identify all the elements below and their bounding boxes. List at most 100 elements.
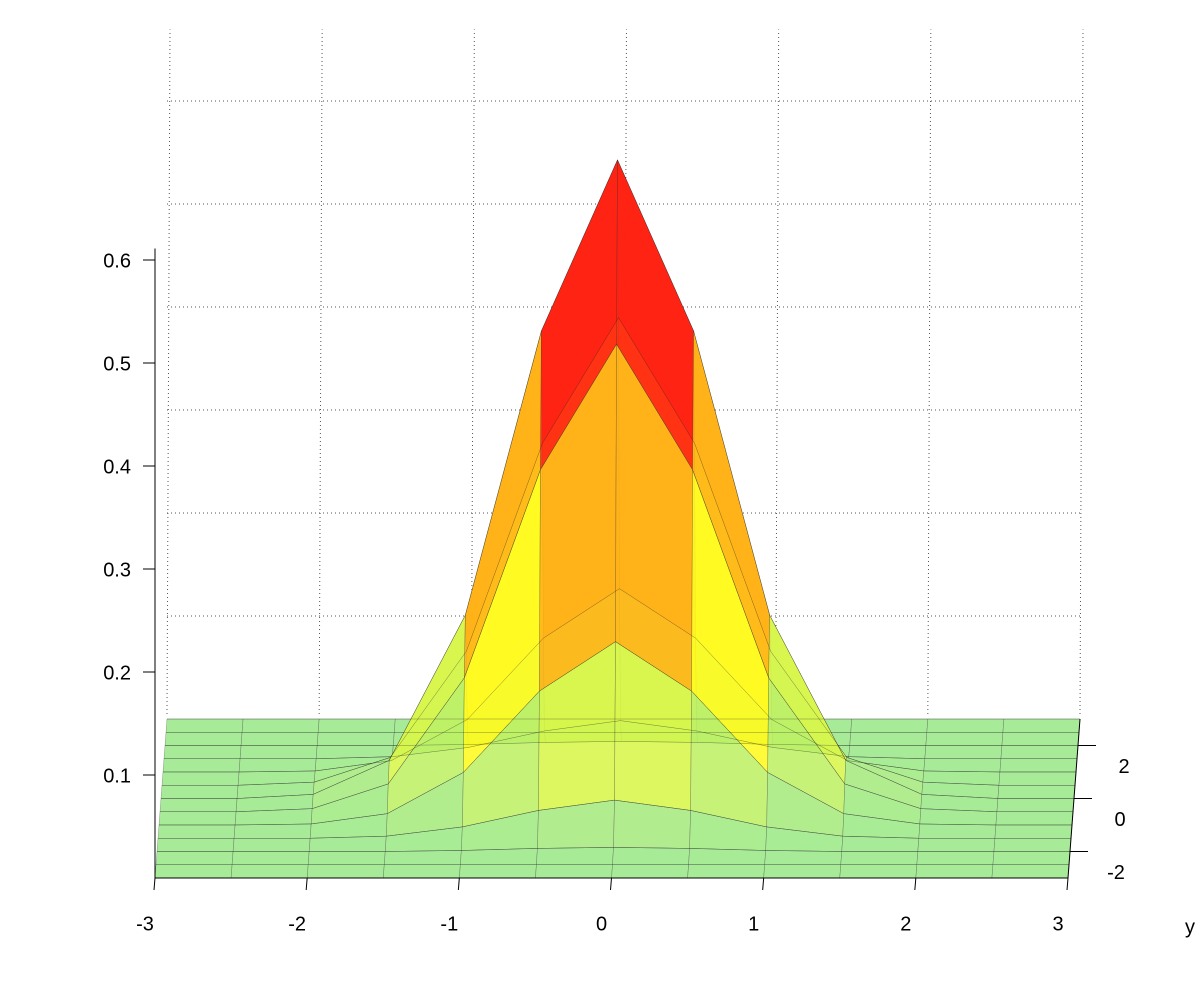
surface-patch (164, 732, 243, 746)
surface-patch (992, 851, 1071, 865)
grid-line (927, 29, 932, 715)
mesh-line (165, 741, 1078, 746)
surface-patch (460, 848, 538, 865)
surface-patch (924, 745, 1003, 759)
x-tick (305, 877, 308, 891)
mesh-line (159, 641, 1072, 826)
surface-patch (999, 758, 1078, 773)
surface-patch (156, 838, 235, 852)
surface-patch (154, 864, 233, 879)
mesh-line (161, 159, 1074, 799)
surface-patch (383, 864, 461, 879)
mesh-line (163, 588, 1076, 773)
surface-patch (991, 864, 1070, 879)
surface-patch (308, 835, 387, 852)
surface-patch (239, 745, 318, 759)
surface-patch (384, 850, 462, 865)
mesh-line (162, 317, 1075, 786)
surface-patch (317, 718, 396, 733)
surface-patch (998, 771, 1077, 786)
surface-patch (923, 758, 1002, 773)
grid-line (1079, 29, 1084, 715)
surface-patch (925, 732, 1004, 746)
surface-patch (839, 864, 918, 879)
surface-patch (307, 851, 386, 865)
surface-patch (535, 864, 613, 879)
surface-patch (996, 798, 1075, 812)
surface-patch (158, 811, 237, 826)
surface-patch (688, 848, 766, 865)
surface-patch (841, 835, 920, 852)
surface-patch (155, 851, 234, 865)
grid-line (775, 29, 780, 715)
mesh-line (164, 720, 1077, 759)
surface-patch (849, 732, 928, 746)
x-tick-label: -3 (136, 913, 154, 935)
surface-patch (763, 864, 841, 879)
x-tick-label: 0 (596, 913, 607, 935)
x-tick-label: 1 (748, 913, 759, 935)
mesh-line (160, 343, 1073, 812)
surface-patch (916, 851, 995, 865)
surface-patch (459, 864, 537, 879)
surface-patch (611, 864, 689, 879)
surface-patch (536, 847, 614, 865)
surface-patch (231, 851, 310, 865)
surface-patch (764, 850, 842, 865)
surface-patch (915, 864, 994, 879)
surface-patch (306, 864, 385, 879)
surface-patch (157, 824, 236, 839)
y-tick-label: 0 (1114, 809, 1125, 831)
surface-patch (993, 838, 1072, 852)
surface-patch (240, 732, 319, 746)
surface-patch (165, 718, 244, 733)
x-tick (762, 877, 765, 891)
surface-patch (687, 864, 765, 879)
y-tick-label: -2 (1107, 862, 1125, 884)
z-tick-label: 0.1 (103, 765, 131, 787)
surface-patch (926, 718, 1005, 733)
surface-patch (241, 718, 320, 733)
surface-patch (995, 811, 1074, 826)
y-axis-label: y (1185, 916, 1195, 938)
y-tick-label: 2 (1118, 756, 1129, 778)
surface-patch (1001, 732, 1080, 746)
surface-patch (159, 798, 238, 812)
surface-patch (232, 838, 311, 852)
surface-patch (238, 758, 317, 773)
z-tick-label: 0.3 (103, 559, 131, 581)
surface-patch (994, 824, 1073, 839)
x-tick (610, 877, 612, 891)
surface-patch (163, 745, 242, 759)
surface-patch (612, 847, 690, 865)
x-tick (457, 877, 460, 891)
x-tick (153, 877, 156, 891)
z-tick-label: 0.5 (103, 353, 131, 375)
x-tick-label: -1 (440, 913, 458, 935)
surface-patch (917, 838, 996, 852)
surface-patch (233, 823, 312, 839)
grid-line (318, 29, 323, 715)
mesh-line (158, 799, 1071, 839)
x-tick (1066, 877, 1069, 891)
x-tick (914, 877, 917, 891)
surface-patch (1002, 718, 1081, 733)
z-tick-label: 0.6 (103, 250, 131, 272)
surface-patch (918, 823, 997, 839)
surface-patch (162, 758, 241, 773)
surface-patch (997, 785, 1076, 799)
x-tick-label: -2 (288, 913, 306, 935)
surface-patch (840, 851, 919, 865)
surface-patch (850, 718, 929, 733)
grid-line (166, 29, 171, 715)
mesh-line (157, 847, 1070, 852)
surface-patch (230, 864, 309, 879)
surface-patch (316, 732, 395, 746)
z-tick-label: 0.4 (103, 456, 131, 478)
surface-patch (160, 785, 239, 799)
surface-patch (1000, 745, 1079, 759)
x-tick-label: 2 (900, 913, 911, 935)
surface-patch (161, 771, 240, 786)
z-tick-label: 0.2 (103, 662, 131, 684)
